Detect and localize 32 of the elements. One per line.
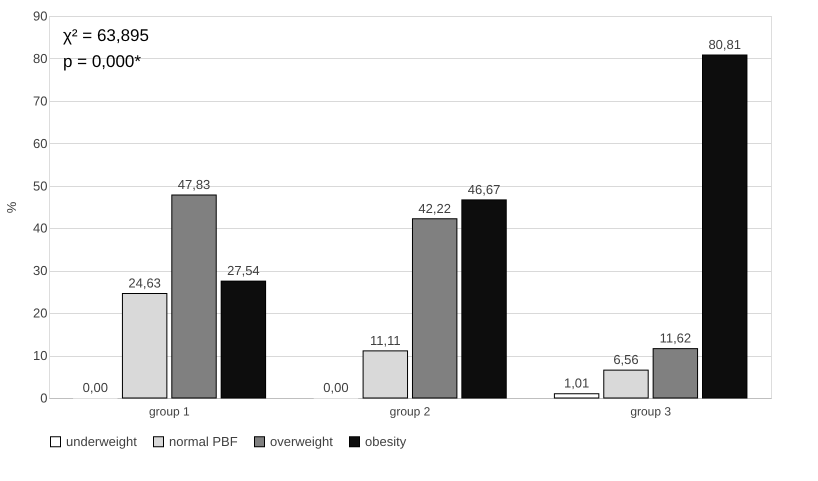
data-label: 1,01 xyxy=(564,376,590,391)
legend-label: obesity xyxy=(365,434,407,449)
y-tick-label: 40 xyxy=(33,220,48,236)
annotation: p = 0,000* xyxy=(63,52,142,71)
data-label: 0,00 xyxy=(82,380,108,395)
y-tick-label: 90 xyxy=(33,8,48,24)
data-label: 6,56 xyxy=(613,352,639,368)
data-label: 11,11 xyxy=(370,332,401,348)
data-label: 0,00 xyxy=(323,380,349,395)
y-tick-label: 10 xyxy=(33,348,48,364)
x-tick-label: group 2 xyxy=(390,404,431,418)
data-label: 80,81 xyxy=(708,37,741,52)
y-axis-title: % xyxy=(4,201,20,214)
y-tick-label: 50 xyxy=(33,178,48,194)
legend-label: underweight xyxy=(66,434,138,449)
legend-label: overweight xyxy=(270,434,334,449)
data-label: 24,63 xyxy=(128,275,161,290)
y-tick-label: 0 xyxy=(40,390,48,406)
y-tick-label: 70 xyxy=(33,93,48,108)
annotation: χ² = 63,895 xyxy=(63,26,149,45)
y-tick-label: 30 xyxy=(33,263,48,278)
data-label: 42,22 xyxy=(418,200,451,216)
y-tick-label: 80 xyxy=(33,50,48,66)
x-tick-label: group 1 xyxy=(148,404,190,418)
x-tick-label: group 3 xyxy=(630,404,672,418)
data-label: 47,83 xyxy=(178,176,210,192)
y-tick-label: 20 xyxy=(33,306,48,321)
data-label: 27,54 xyxy=(227,263,260,278)
legend-label: normal PBF xyxy=(169,434,238,449)
y-tick-label: 60 xyxy=(33,136,48,151)
data-label: 46,67 xyxy=(468,182,500,197)
data-label: 11,62 xyxy=(660,330,692,346)
